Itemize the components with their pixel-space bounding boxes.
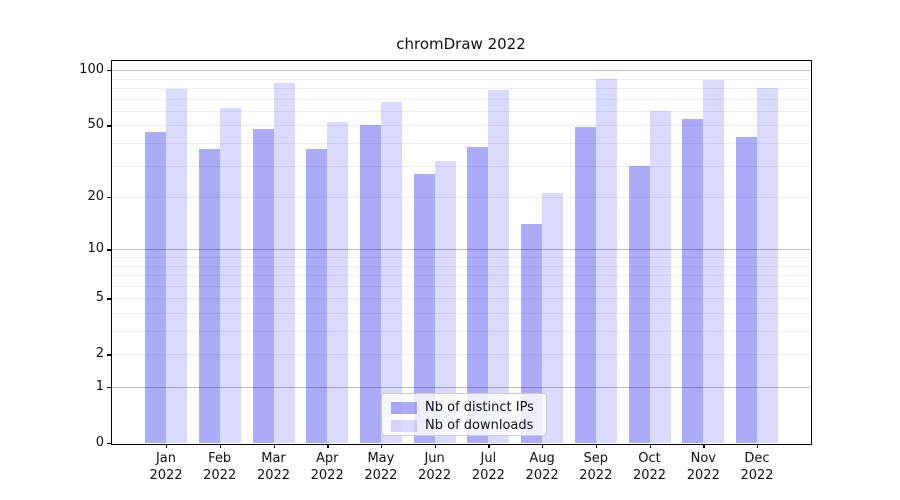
- legend-label: Nb of distinct IPs: [425, 400, 534, 415]
- plot-area: Nb of distinct IPs Nb of downloads 100 50…: [79, 59, 812, 483]
- x-axis-tick-label: Oct 2022: [632, 451, 667, 483]
- x-tick-mark: [703, 444, 705, 448]
- bar-downloads: [273, 83, 295, 443]
- bar-downloads: [434, 160, 456, 443]
- bar-downloads: [219, 108, 241, 443]
- x-axis-tick-label: Nov 2022: [686, 451, 720, 483]
- y-tick-mark: [106, 354, 111, 356]
- gridline-minor: [112, 275, 810, 276]
- y-tick-mark: [106, 125, 111, 127]
- y-tick-mark: [106, 70, 111, 72]
- y-axis-tick-label: 10: [87, 241, 104, 257]
- x-tick-mark: [434, 444, 436, 448]
- y-tick-mark: [106, 197, 111, 199]
- bar-downloads: [649, 110, 671, 443]
- legend-item-downloads: Nb of downloads: [391, 417, 538, 434]
- x-tick-mark: [488, 444, 490, 448]
- gridline-major: [112, 249, 810, 251]
- legend-swatch-distinct-ips: [391, 401, 417, 414]
- x-axis-tick-label: Sep 2022: [579, 451, 613, 483]
- bar-distinct-ips: [413, 173, 435, 443]
- y-tick-mark: [106, 387, 111, 389]
- gridline-minor: [112, 78, 810, 80]
- y-axis-tick-label: 1: [95, 379, 104, 394]
- x-tick-mark: [273, 444, 275, 448]
- x-tick-mark: [649, 444, 651, 448]
- x-tick-mark: [542, 444, 544, 448]
- gridline-minor: [112, 331, 810, 332]
- y-axis-tick-label: 20: [87, 189, 104, 204]
- gridline-minor: [112, 165, 810, 167]
- bar-distinct-ips: [145, 131, 166, 443]
- bar-distinct-ips: [521, 224, 543, 443]
- x-axis-tick-label: Jun 2022: [418, 451, 452, 483]
- x-tick-mark: [166, 444, 168, 448]
- x-tick-mark: [219, 444, 222, 448]
- gridline-minor: [112, 110, 810, 112]
- legend: Nb of distinct IPs Nb of downloads: [381, 393, 547, 436]
- bar-distinct-ips: [682, 119, 704, 443]
- bar-downloads: [380, 102, 402, 443]
- bar-distinct-ips: [359, 125, 381, 443]
- gridline-minor: [112, 197, 810, 198]
- x-tick-mark: [380, 444, 383, 448]
- y-tick-mark: [106, 249, 111, 251]
- bar-distinct-ips: [736, 137, 757, 443]
- bar-distinct-ips: [198, 149, 220, 443]
- gridline-minor: [112, 285, 810, 287]
- gridline-minor: [112, 265, 810, 267]
- bar-downloads: [595, 78, 617, 443]
- x-axis-tick-label: Jul 2022: [471, 451, 505, 483]
- gridline-major: [112, 70, 810, 72]
- gridline-major: [112, 387, 810, 388]
- x-tick-mark: [327, 444, 329, 448]
- bar-downloads: [327, 122, 349, 443]
- x-axis-tick-label: Mar 2022: [256, 451, 291, 483]
- x-axis-tick-label: Apr 2022: [310, 451, 344, 483]
- bar-downloads: [703, 80, 725, 443]
- y-axis-tick-label: 5: [95, 290, 104, 306]
- gridline-minor: [112, 313, 810, 314]
- bar-downloads: [542, 193, 564, 443]
- y-axis-tick-label: 50: [87, 117, 104, 133]
- y-axis-tick-label: 100: [79, 62, 104, 78]
- gridline-minor: [112, 354, 810, 356]
- y-axis-tick-label: 0: [95, 435, 104, 450]
- y-axis-tick-label: 2: [95, 346, 104, 362]
- x-axis-tick-label: Jan 2022: [149, 451, 183, 483]
- gridline-minor: [112, 125, 810, 127]
- x-axis-tick-label: Feb 2022: [203, 451, 237, 483]
- legend-item-distinct-ips: Nb of distinct IPs: [391, 399, 538, 416]
- legend-label: Nb of downloads: [425, 418, 534, 433]
- chart-title: chromDraw 2022: [396, 35, 526, 53]
- bar-downloads: [757, 87, 778, 443]
- x-axis-tick-label: May 2022: [364, 451, 398, 483]
- bar-distinct-ips: [252, 128, 274, 443]
- bar-distinct-ips: [574, 126, 596, 443]
- x-axis-tick-label: Dec 2022: [740, 451, 774, 483]
- bar-distinct-ips: [628, 165, 650, 443]
- gridline-minor: [112, 298, 810, 300]
- y-tick-mark: [106, 298, 111, 300]
- gridline-minor: [112, 142, 810, 144]
- legend-swatch-downloads: [391, 419, 417, 432]
- x-tick-mark: [595, 444, 598, 448]
- x-tick-mark: [757, 444, 759, 448]
- bar-distinct-ips: [306, 149, 328, 443]
- bar-distinct-ips: [467, 147, 489, 443]
- gridline-minor: [112, 257, 810, 258]
- gridline-minor: [112, 87, 810, 89]
- bar-downloads: [488, 89, 510, 443]
- bar-downloads: [166, 88, 187, 443]
- x-axis-tick-label: Aug 2022: [525, 451, 559, 483]
- gridline-minor: [112, 98, 810, 100]
- y-tick-mark: [106, 443, 111, 445]
